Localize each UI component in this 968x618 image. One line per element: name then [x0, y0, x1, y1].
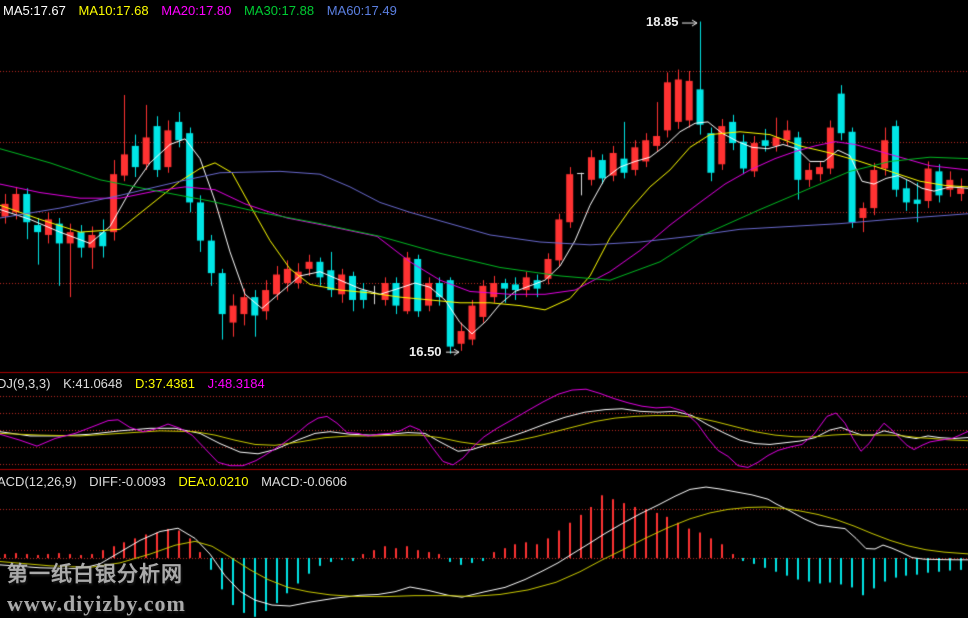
kdj-d-value: D:37.4381 — [135, 376, 195, 391]
macd-indicator-name: ACD(12,26,9) — [0, 474, 77, 489]
macd-value: MACD:-0.0606 — [261, 474, 348, 489]
kdj-k-value: K:41.0648 — [63, 376, 123, 391]
ma-legend: MA5:17.67 MA10:17.68 MA20:17.80 MA30:17.… — [3, 3, 406, 18]
kdj-indicator-name: DJ(9,3,3) — [0, 376, 51, 391]
high-price-annotation: 18.85 — [646, 14, 679, 29]
macd-legend: ACD(12,26,9) DIFF:-0.0093 DEA:0.0210 MAC… — [0, 474, 356, 489]
macd-diff-value: DIFF:-0.0093 — [89, 474, 166, 489]
ma5-legend-value: MA5:17.67 — [3, 3, 66, 18]
kdj-j-value: J:48.3184 — [207, 376, 265, 391]
ma10-legend-value: MA10:17.68 — [78, 3, 149, 18]
low-price-annotation: 16.50 — [409, 344, 442, 359]
ma20-legend-value: MA20:17.80 — [161, 3, 232, 18]
kdj-legend: DJ(9,3,3) K:41.0648 D:37.4381 J:48.3184 — [0, 376, 274, 391]
macd-dea-value: DEA:0.0210 — [178, 474, 249, 489]
ma60-legend-value: MA60:17.49 — [326, 3, 397, 18]
ma30-legend-value: MA30:17.88 — [243, 3, 315, 18]
